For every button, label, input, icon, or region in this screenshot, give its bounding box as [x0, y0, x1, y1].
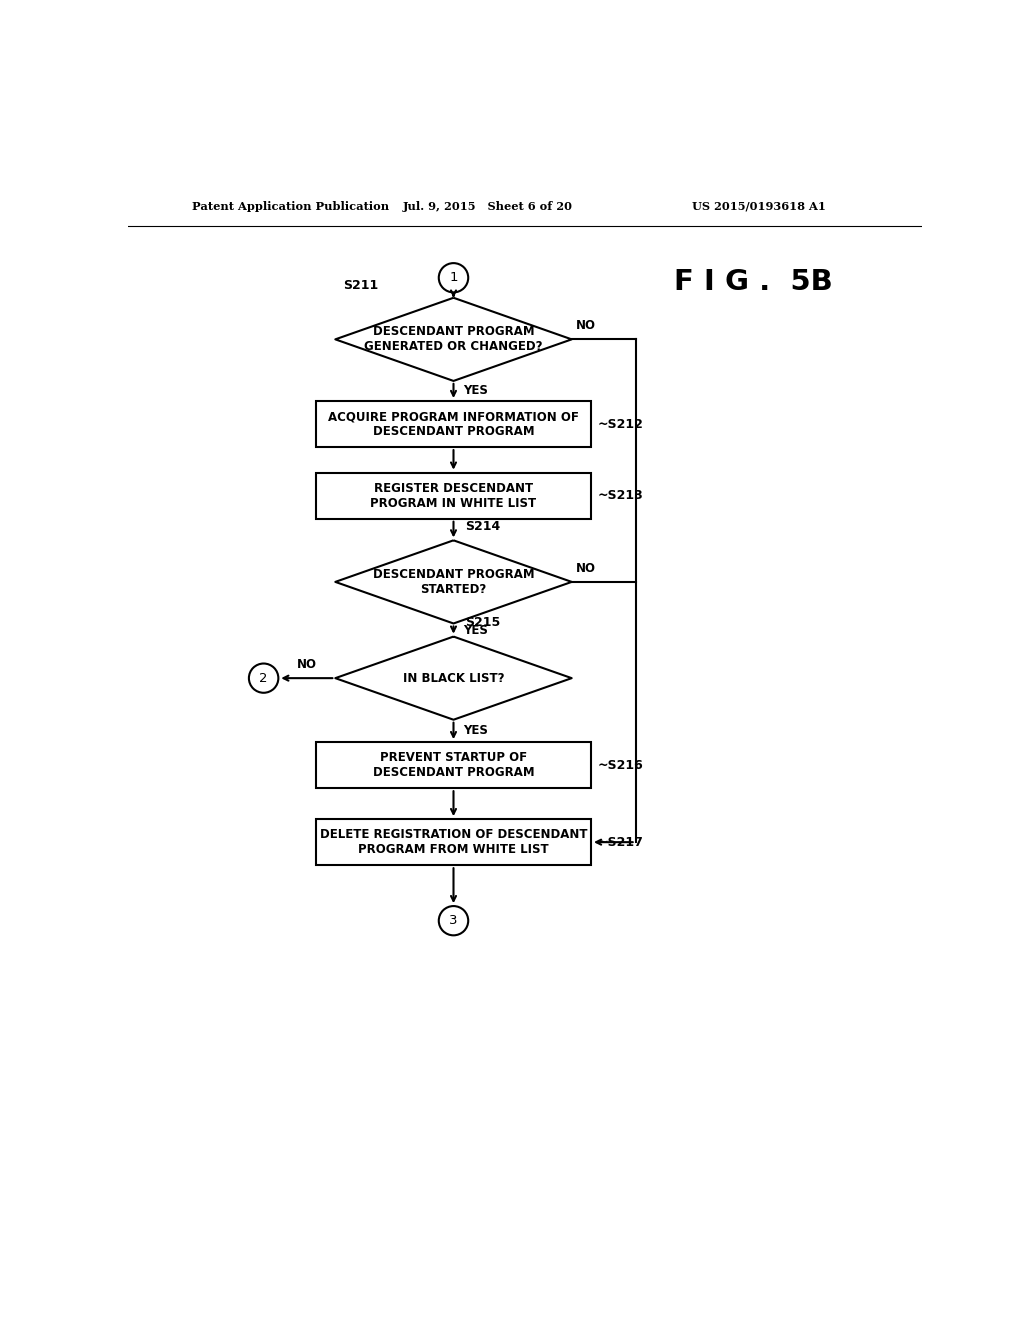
Text: IN BLACK LIST?: IN BLACK LIST? [402, 672, 504, 685]
Text: F I G .  5B: F I G . 5B [675, 268, 834, 296]
Bar [316, 818, 591, 866]
Text: YES: YES [463, 384, 487, 397]
Bar [316, 473, 591, 519]
Text: S214: S214 [465, 520, 501, 533]
Text: DESCENDANT PROGRAM
STARTED?: DESCENDANT PROGRAM STARTED? [373, 568, 535, 595]
Text: NO: NO [297, 657, 316, 671]
Text: PREVENT STARTUP OF
DESCENDANT PROGRAM: PREVENT STARTUP OF DESCENDANT PROGRAM [373, 751, 535, 779]
Text: S211: S211 [343, 279, 378, 292]
Text: S215: S215 [465, 616, 501, 628]
Text: DELETE REGISTRATION OF DESCENDANT
PROGRAM FROM WHITE LIST: DELETE REGISTRATION OF DESCENDANT PROGRA… [319, 828, 587, 857]
Text: YES: YES [463, 623, 487, 636]
Text: US 2015/0193618 A1: US 2015/0193618 A1 [692, 201, 826, 211]
Text: ~S213: ~S213 [597, 490, 643, 502]
Text: NO: NO [577, 319, 596, 333]
Bar [316, 742, 591, 788]
Text: DESCENDANT PROGRAM
GENERATED OR CHANGED?: DESCENDANT PROGRAM GENERATED OR CHANGED? [365, 325, 543, 354]
Text: NO: NO [577, 561, 596, 574]
Text: ACQUIRE PROGRAM INFORMATION OF
DESCENDANT PROGRAM: ACQUIRE PROGRAM INFORMATION OF DESCENDAN… [328, 411, 579, 438]
Text: 3: 3 [450, 915, 458, 927]
Text: REGISTER DESCENDANT
PROGRAM IN WHITE LIST: REGISTER DESCENDANT PROGRAM IN WHITE LIS… [371, 482, 537, 510]
Text: Patent Application Publication: Patent Application Publication [191, 201, 389, 211]
Text: ~S217: ~S217 [597, 836, 643, 849]
Text: 2: 2 [259, 672, 268, 685]
Text: ~S216: ~S216 [597, 759, 643, 772]
Bar [316, 401, 591, 447]
Text: Jul. 9, 2015   Sheet 6 of 20: Jul. 9, 2015 Sheet 6 of 20 [403, 201, 573, 211]
Text: 1: 1 [450, 271, 458, 284]
Text: ~S212: ~S212 [597, 417, 643, 430]
Text: YES: YES [463, 725, 487, 738]
